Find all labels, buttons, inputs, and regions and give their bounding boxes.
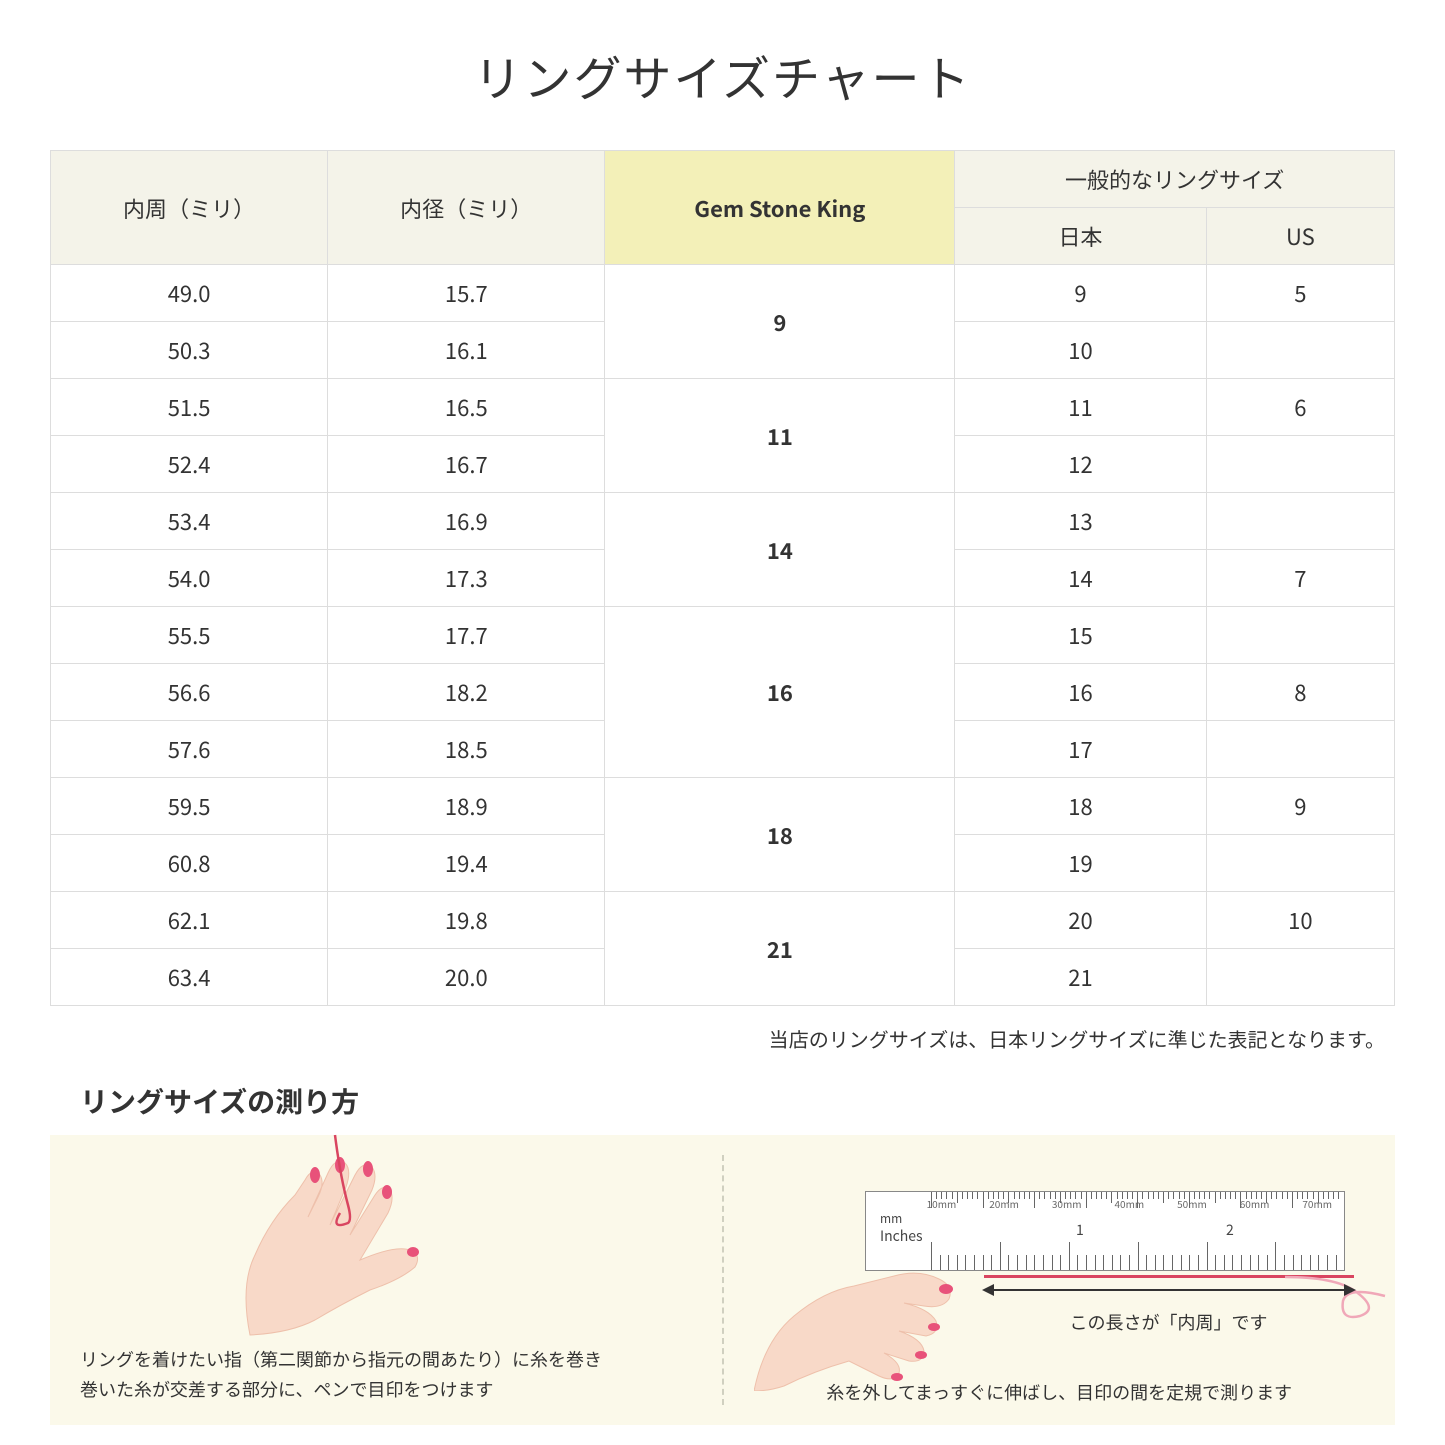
table-row: 62.119.8212010 [51, 892, 1395, 949]
cell-gsk: 14 [605, 493, 955, 607]
mm-mark: 50mm [1177, 1196, 1207, 1211]
cell-us: 7 [1206, 550, 1394, 607]
inch-mark-2: 2 [1226, 1220, 1234, 1240]
mm-mark: 20mm [989, 1196, 1019, 1211]
measure-arrow [984, 1289, 1354, 1291]
cell-gsk: 9 [605, 265, 955, 379]
cell-diameter: 17.7 [328, 607, 605, 664]
cell-gsk: 21 [605, 892, 955, 1006]
cell-circumference: 56.6 [51, 664, 328, 721]
table-row: 53.416.91413 [51, 493, 1395, 550]
cell-diameter: 17.3 [328, 550, 605, 607]
cell-circumference: 53.4 [51, 493, 328, 550]
cell-diameter: 18.2 [328, 664, 605, 721]
cell-japan: 19 [955, 835, 1206, 892]
cell-japan: 10 [955, 322, 1206, 379]
cell-diameter: 16.7 [328, 436, 605, 493]
mm-mark: 40mm [1115, 1196, 1145, 1211]
cell-circumference: 49.0 [51, 265, 328, 322]
cell-us [1206, 721, 1394, 778]
cell-diameter: 18.5 [328, 721, 605, 778]
cell-us [1206, 835, 1394, 892]
cell-japan: 16 [955, 664, 1206, 721]
mm-mark: 70mm [1302, 1196, 1332, 1211]
size-note: 当店のリングサイズは、日本リングサイズに準じた表記となります。 [50, 1024, 1395, 1053]
cell-diameter: 20.0 [328, 949, 605, 1006]
cell-gsk: 18 [605, 778, 955, 892]
cell-japan: 13 [955, 493, 1206, 550]
cell-diameter: 18.9 [328, 778, 605, 835]
cell-circumference: 50.3 [51, 322, 328, 379]
header-common-group: 一般的なリングサイズ [955, 151, 1395, 208]
cell-diameter: 16.1 [328, 322, 605, 379]
mm-mark: 60mm [1240, 1196, 1270, 1211]
page-title: リングサイズチャート [50, 40, 1395, 110]
cell-us: 9 [1206, 778, 1394, 835]
cell-japan: 15 [955, 607, 1206, 664]
cell-japan: 11 [955, 379, 1206, 436]
header-circumference: 内周（ミリ） [51, 151, 328, 265]
cell-diameter: 15.7 [328, 265, 605, 322]
header-gsk: Gem Stone King [605, 151, 955, 265]
cell-gsk: 16 [605, 607, 955, 778]
header-us: US [1206, 208, 1394, 265]
cell-circumference: 54.0 [51, 550, 328, 607]
table-row: 55.517.71615 [51, 607, 1395, 664]
cell-circumference: 59.5 [51, 778, 328, 835]
cell-us: 10 [1206, 892, 1394, 949]
cell-circumference: 57.6 [51, 721, 328, 778]
howto-title: リングサイズの測り方 [80, 1081, 1395, 1121]
cell-circumference: 60.8 [51, 835, 328, 892]
cell-us [1206, 949, 1394, 1006]
cell-circumference: 63.4 [51, 949, 328, 1006]
howto-left: リングを着けたい指（第二関節から指元の間あたり）に糸を巻き巻いた糸が交差する部分… [50, 1135, 722, 1425]
cell-japan: 21 [955, 949, 1206, 1006]
table-row: 51.516.511116 [51, 379, 1395, 436]
cell-us: 8 [1206, 664, 1394, 721]
table-row: 59.518.918189 [51, 778, 1395, 835]
cell-us [1206, 322, 1394, 379]
cell-japan: 9 [955, 265, 1206, 322]
measure-label: この長さが「内周」です [984, 1309, 1354, 1335]
cell-circumference: 62.1 [51, 892, 328, 949]
cell-japan: 17 [955, 721, 1206, 778]
inch-mark-1: 1 [1076, 1220, 1084, 1240]
cell-us [1206, 493, 1394, 550]
table-row: 49.015.7995 [51, 265, 1395, 322]
cell-us: 6 [1206, 379, 1394, 436]
howto-left-caption: リングを着けたい指（第二関節から指元の間あたり）に糸を巻き巻いた糸が交差する部分… [80, 1344, 692, 1405]
mm-mark: 30mm [1052, 1196, 1082, 1211]
cell-us [1206, 607, 1394, 664]
cell-diameter: 19.8 [328, 892, 605, 949]
header-japan: 日本 [955, 208, 1206, 265]
cell-japan: 12 [955, 436, 1206, 493]
cell-japan: 18 [955, 778, 1206, 835]
cell-circumference: 51.5 [51, 379, 328, 436]
cell-japan: 20 [955, 892, 1206, 949]
header-diameter: 内径（ミリ） [328, 151, 605, 265]
cell-gsk: 11 [605, 379, 955, 493]
hand-wrap-illustration [200, 1125, 480, 1345]
cell-diameter: 19.4 [328, 835, 605, 892]
howto-right: 10mm20mm30mm40mm50mm60mm70mm mm Inches 1… [724, 1135, 1396, 1425]
howto-panel: リングを着けたい指（第二関節から指元の間あたり）に糸を巻き巻いた糸が交差する部分… [50, 1135, 1395, 1425]
cell-circumference: 52.4 [51, 436, 328, 493]
ring-size-table: 内周（ミリ） 内径（ミリ） Gem Stone King 一般的なリングサイズ … [50, 150, 1395, 1006]
cell-circumference: 55.5 [51, 607, 328, 664]
cell-diameter: 16.5 [328, 379, 605, 436]
cell-us [1206, 436, 1394, 493]
ruler-area: 10mm20mm30mm40mm50mm60mm70mm mm Inches 1… [754, 1191, 1366, 1371]
cell-japan: 14 [955, 550, 1206, 607]
cell-us: 5 [1206, 265, 1394, 322]
hand-hold-illustration [754, 1191, 984, 1391]
cell-diameter: 16.9 [328, 493, 605, 550]
